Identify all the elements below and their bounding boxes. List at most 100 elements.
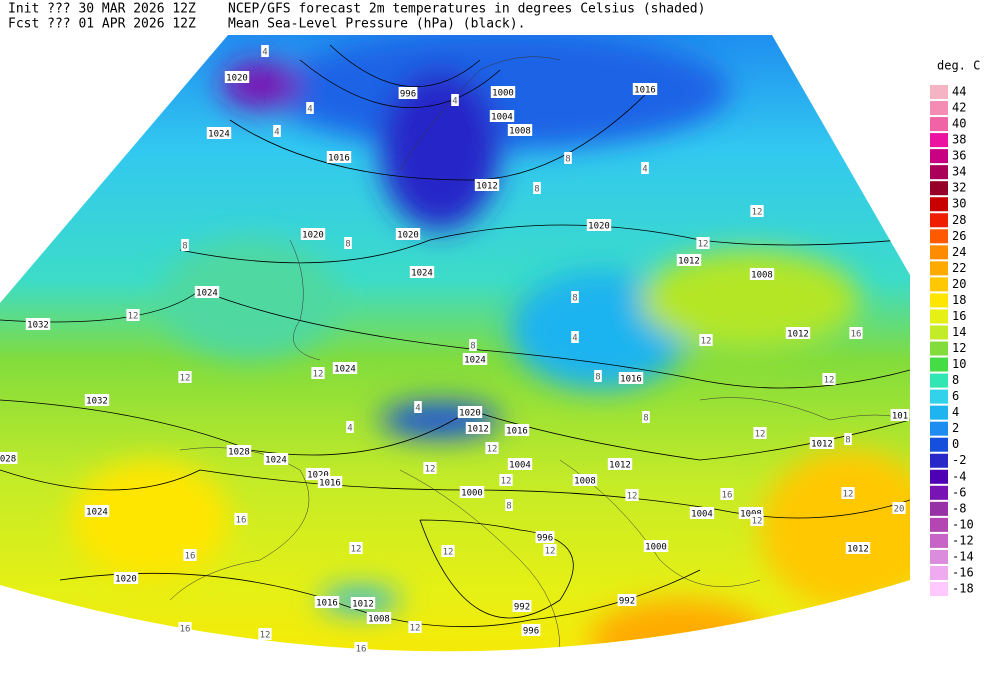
temperature-label: 12 [410,624,421,634]
temperature-label: 16 [185,552,196,562]
isobar-label: 1020 [588,222,610,232]
temperature-label-box [344,237,352,249]
isobar-label: 996 [400,90,416,100]
isobar-label-box [607,458,633,470]
temperature-label-box [311,367,325,379]
isobar-label-box [224,71,250,83]
legend-label: -10 [952,517,974,531]
isobar-label-box [643,540,669,552]
temperature-label: 8 [534,185,539,195]
init-time: Init ??? 30 MAR 2026 12Z [8,2,196,17]
temperature-label-box [625,489,639,501]
isobar-label: 1008 [574,477,596,487]
isobar-label-box [84,505,110,517]
isobar-label: 1020 [226,74,248,84]
isobar-label-box [462,353,488,365]
temperature-label-box [696,237,710,249]
legend-label: 26 [952,229,966,243]
legend-unit: deg. C [937,59,980,73]
isobar-label: 996 [537,534,553,544]
temperature-label-box [408,621,422,633]
isobar-label: 1024 [464,356,486,366]
isobar-label-box [504,424,530,436]
isobar-label-box [25,318,51,330]
isobar-label-box [84,394,110,406]
isobar-label: 1012 [476,182,498,192]
legend-swatch [930,405,948,420]
legend-label: 0 [952,437,959,451]
temperature-label: 12 [501,477,512,487]
legend-label: 18 [952,293,966,307]
legend-swatch [930,549,948,564]
temperature-label-box [346,421,354,433]
isobar-label: 1024 [411,269,433,279]
legend-label: -16 [952,565,974,579]
temperature-label-box [753,427,767,439]
isobar-label: 1000 [461,489,483,499]
temperature-label: 12 [425,465,436,475]
legend-label: 8 [952,373,959,387]
isobar-label: 1012 [787,330,809,340]
isobar-label-box [618,372,644,384]
legend-label: -12 [952,533,974,547]
coastlines [169,56,910,651]
isobar-label-box [459,486,485,498]
temperature-label-box [533,182,541,194]
legend-swatch [930,437,948,452]
isobar-label: 1020 [115,575,137,585]
legend-swatch [930,181,948,196]
temperature-label-box [234,513,248,525]
legend-label: 28 [952,213,966,227]
legend-label: 44 [952,85,966,99]
temperature-label-box [822,373,836,385]
temperature-label: 12 [755,430,766,440]
temperature-label: 12 [701,337,712,347]
temperature-label-box [505,499,513,511]
legend-label: 6 [952,389,959,403]
temperature-label-box [594,370,602,382]
isobar-label: 1032 [27,321,49,331]
legend-label: 14 [952,325,966,339]
isobar-label-box [749,268,775,280]
temperature-label-box [126,309,140,321]
isobar-label: 992 [619,597,635,607]
temperature-label: 16 [851,330,862,340]
legend-label: 20 [952,277,966,291]
isobar-label-box [845,542,871,554]
temperature-label-box [699,334,713,346]
legend-label: -18 [952,582,974,596]
legend-label: 42 [952,101,966,115]
legend-swatch [930,341,948,356]
isobar-label-box [507,458,533,470]
isobar-label: 1000 [645,543,667,553]
isobar-label-box [676,254,702,266]
temperature-label: 12 [843,490,854,500]
isobar-label-box [785,327,811,339]
temperature-label: 12 [698,240,709,250]
isobar-label-box [314,596,340,608]
isobar-label: 1012 [847,545,869,555]
legend-label: -14 [952,549,974,563]
isobar-label: 028 [0,455,16,465]
legend-swatch [930,517,948,532]
temperature-label-box [571,331,579,343]
isobar-label-box [395,228,421,240]
isobar-label: 1012 [352,600,374,610]
isobar-label-box [521,624,541,636]
isobar-label: 1020 [302,231,324,241]
legend-swatch [930,373,948,388]
legend: 4442403836343230282624222018161412108642… [930,85,974,597]
temperature-label: 16 [236,516,247,526]
isobar-label: 1008 [368,615,390,625]
map-area [0,35,910,652]
temperature-label: 12 [443,548,454,558]
temperature-label: 4 [452,97,457,107]
legend-swatch [930,293,948,308]
temperature-label-box [469,339,477,351]
temperature-label-box [441,545,455,557]
temperature-label: 12 [752,208,763,218]
temperature-label: 4 [307,105,312,115]
isobar-label: 1012 [467,425,489,435]
temperature-label-box [181,239,189,251]
